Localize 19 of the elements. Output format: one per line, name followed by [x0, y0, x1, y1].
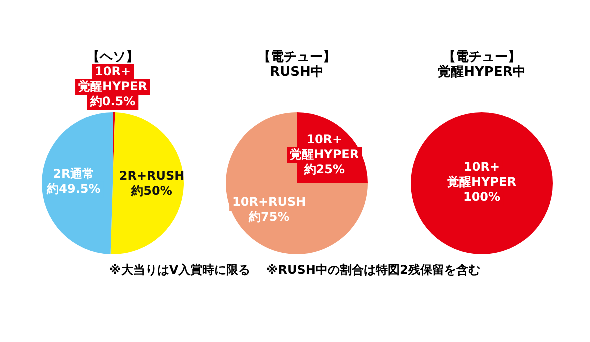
chart-subtitle: RUSH中 — [270, 65, 324, 80]
text: ※大当りはV入賞時に限る — [110, 263, 251, 277]
text: ※RUSH中の割合は特図2残保留を含む — [266, 263, 480, 277]
data-label: 約49.5% — [46, 182, 101, 196]
chart-subtitle: 覚醒HYPER中 — [438, 65, 526, 80]
data-label: 約50% — [130, 184, 172, 198]
slice-label: 10R+RUSH — [232, 195, 306, 210]
data-label: 約25% — [303, 162, 345, 177]
slice-label: 10R+ 覚醒HYPER — [290, 132, 360, 162]
data-label: 100% — [463, 190, 501, 204]
slice-label: 2R+RUSH — [119, 168, 185, 183]
chart-title: 【ヘソ】 — [86, 50, 140, 65]
chart-title: 【電チュー】 — [258, 50, 336, 65]
slice-label: 10R+ 覚醒HYPER — [448, 160, 516, 190]
chart-title: 【電チュー】 — [443, 50, 521, 65]
data-label: 約75% — [248, 210, 290, 224]
slice-label: 10R+ 覚醒HYPER — [78, 64, 148, 94]
slice-label: 2R通常 — [53, 167, 95, 182]
data-label: 約0.5% — [89, 94, 136, 109]
